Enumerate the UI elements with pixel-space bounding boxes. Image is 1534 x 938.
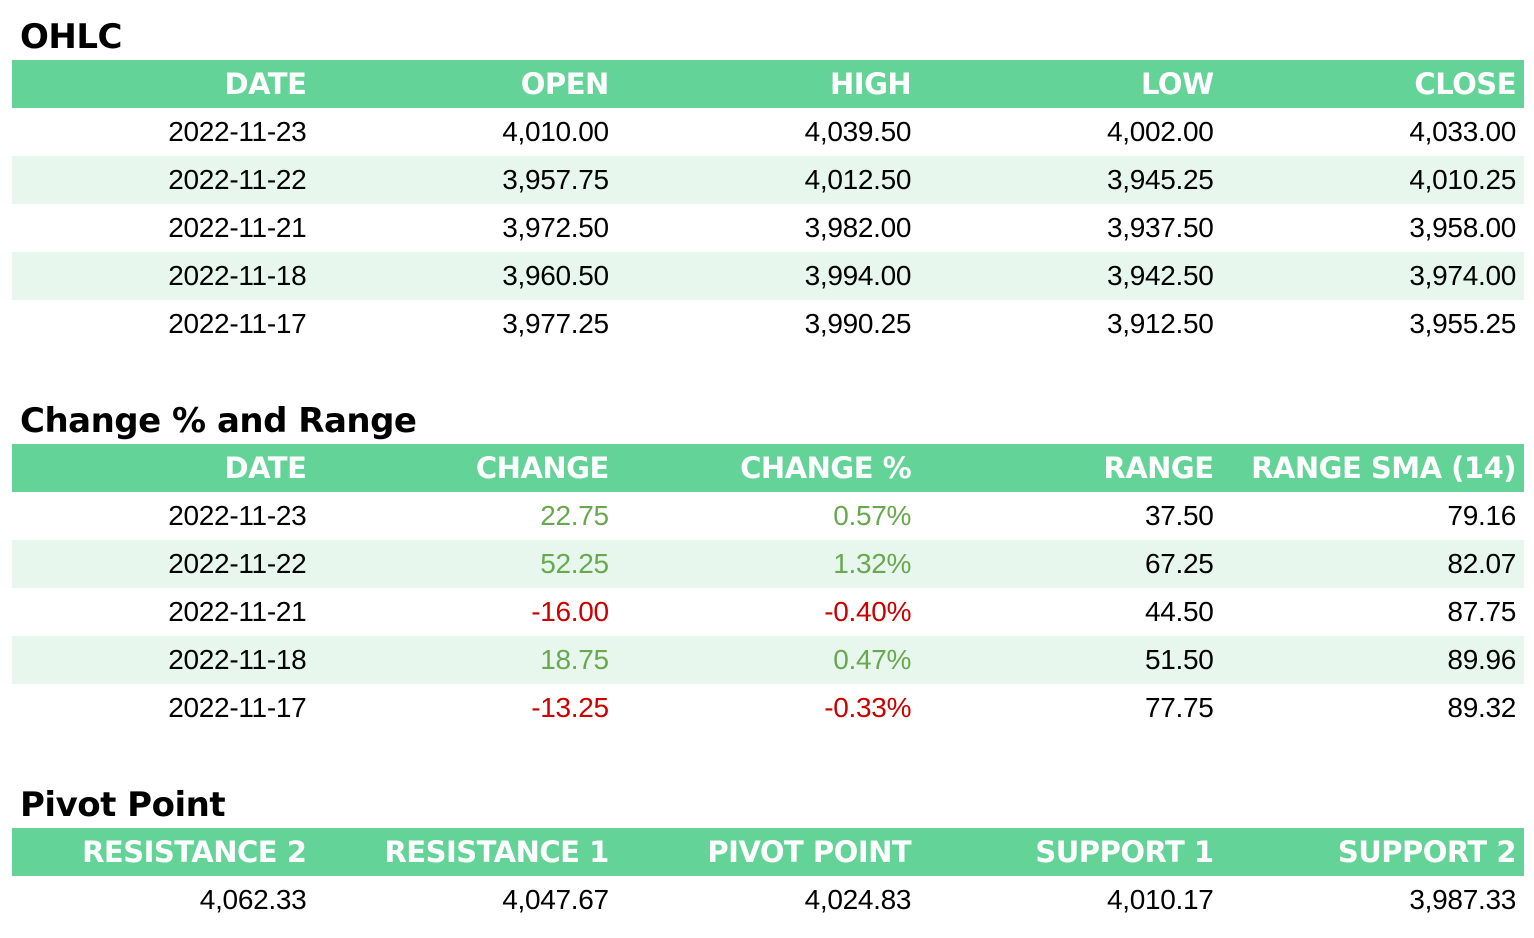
- table-cell: 4,039.50: [804, 116, 912, 147]
- table-cell: 2022-11-18: [168, 260, 307, 291]
- change-percent-cell: 0.57%: [833, 500, 912, 531]
- table-cell: 4,024.83: [804, 884, 912, 915]
- table-cell: 79.16: [1447, 500, 1516, 531]
- table-row: 2022-11-17 -13.25 -0.33% 77.75 89.32: [12, 684, 1524, 732]
- column-header: DATE: [224, 451, 307, 485]
- table-cell: 2022-11-22: [168, 164, 307, 195]
- table-cell: 3,960.50: [502, 260, 609, 291]
- table-cell: 51.50: [1144, 644, 1214, 675]
- table-cell: 3,945.25: [1106, 164, 1214, 195]
- column-header: SUPPORT 1: [1035, 835, 1214, 869]
- table-cell: 3,972.50: [502, 212, 609, 243]
- table-cell: 44.50: [1144, 596, 1214, 627]
- column-header: DATE: [224, 67, 307, 101]
- table-cell: 67.25: [1144, 548, 1214, 579]
- table-cell: 2022-11-17: [168, 308, 307, 339]
- table-cell: 2022-11-22: [168, 548, 307, 579]
- column-header: CLOSE: [1414, 67, 1516, 101]
- table-cell: 2022-11-23: [168, 500, 307, 531]
- change-percent-cell: 0.47%: [833, 644, 912, 675]
- pivot-title: Pivot Point: [20, 785, 226, 825]
- table-cell: 77.75: [1144, 692, 1214, 723]
- table-cell: 2022-11-23: [168, 116, 307, 147]
- table-cell: 4,010.25: [1409, 164, 1516, 195]
- change-table: DATE CHANGE CHANGE % RANGE RANGE SMA (14…: [12, 444, 1524, 732]
- table-cell: 89.96: [1447, 644, 1516, 675]
- table-cell: 89.32: [1447, 692, 1516, 723]
- table-row: 2022-11-22 52.25 1.32% 67.25 82.07: [12, 540, 1524, 588]
- change-section: Change % and Range DATE CHANGE CHANGE % …: [12, 398, 1524, 732]
- change-cell: 18.75: [540, 644, 609, 675]
- ohlc-title: OHLC: [20, 17, 122, 57]
- change-title: Change % and Range: [20, 401, 417, 441]
- table-row: 4,062.33 4,047.67 4,024.83 4,010.17 3,98…: [12, 876, 1524, 924]
- column-header: RESISTANCE 2: [82, 835, 307, 869]
- column-header: LOW: [1140, 67, 1214, 101]
- table-cell: 3,977.25: [502, 308, 609, 339]
- table-cell: 3,974.00: [1409, 260, 1516, 291]
- ohlc-header-row: DATE OPEN HIGH LOW CLOSE: [12, 60, 1524, 108]
- change-header-row: DATE CHANGE CHANGE % RANGE RANGE SMA (14…: [12, 444, 1524, 492]
- change-cell: 52.25: [540, 548, 609, 579]
- change-cell: -13.25: [531, 692, 609, 723]
- column-header: CHANGE %: [740, 451, 912, 485]
- table-row: 2022-11-21 -16.00 -0.40% 44.50 87.75: [12, 588, 1524, 636]
- table-cell: 4,062.33: [199, 884, 307, 915]
- table-cell: 3,958.00: [1409, 212, 1516, 243]
- change-percent-cell: 1.32%: [833, 548, 912, 579]
- change-percent-cell: -0.33%: [824, 692, 912, 723]
- table-cell: 4,002.00: [1106, 116, 1214, 147]
- table-cell: 3,912.50: [1106, 308, 1214, 339]
- table-row: 2022-11-23 4,010.00 4,039.50 4,002.00 4,…: [12, 108, 1524, 156]
- table-cell: 37.50: [1144, 500, 1214, 531]
- table-cell: 87.75: [1447, 596, 1516, 627]
- table-cell: 4,010.00: [502, 116, 609, 147]
- table-row: 2022-11-21 3,972.50 3,982.00 3,937.50 3,…: [12, 204, 1524, 252]
- column-header: CHANGE: [475, 451, 609, 485]
- table-row: 2022-11-17 3,977.25 3,990.25 3,912.50 3,…: [12, 300, 1524, 348]
- column-header: RESISTANCE 1: [384, 835, 609, 869]
- table-cell: 3,990.25: [804, 308, 912, 339]
- table-cell: 3,987.33: [1409, 884, 1516, 915]
- column-header: SUPPORT 2: [1337, 835, 1517, 869]
- change-cell: 22.75: [540, 500, 609, 531]
- table-cell: 3,942.50: [1106, 260, 1214, 291]
- ohlc-table: DATE OPEN HIGH LOW CLOSE 2022-11-23 4,01…: [12, 60, 1524, 348]
- table-cell: 3,994.00: [804, 260, 912, 291]
- table-cell: 3,982.00: [804, 212, 912, 243]
- pivot-section: Pivot Point RESISTANCE 2 RESISTANCE 1 PI…: [12, 782, 1524, 924]
- table-cell: 4,033.00: [1409, 116, 1516, 147]
- table-row: 2022-11-22 3,957.75 4,012.50 3,945.25 4,…: [12, 156, 1524, 204]
- ohlc-section: OHLC DATE OPEN HIGH LOW CLOSE 2022-11-23…: [12, 14, 1524, 348]
- table-cell: 2022-11-17: [168, 692, 307, 723]
- pivot-table: RESISTANCE 2 RESISTANCE 1 PIVOT POINT SU…: [12, 828, 1524, 924]
- column-header: RANGE: [1103, 451, 1214, 485]
- table-row: 2022-11-18 3,960.50 3,994.00 3,942.50 3,…: [12, 252, 1524, 300]
- table-row: 2022-11-23 22.75 0.57% 37.50 79.16: [12, 492, 1524, 540]
- table-cell: 3,955.25: [1409, 308, 1516, 339]
- table-cell: 2022-11-18: [168, 644, 307, 675]
- table-cell: 2022-11-21: [168, 596, 307, 627]
- table-cell: 2022-11-21: [168, 212, 307, 243]
- column-header: OPEN: [520, 67, 610, 101]
- change-cell: -16.00: [531, 596, 609, 627]
- column-header: RANGE SMA (14): [1251, 451, 1516, 485]
- table-cell: 4,047.67: [502, 884, 609, 915]
- change-percent-cell: -0.40%: [824, 596, 912, 627]
- column-header: PIVOT POINT: [707, 835, 912, 869]
- table-cell: 4,012.50: [804, 164, 912, 195]
- table-cell: 82.07: [1447, 548, 1516, 579]
- table-cell: 3,937.50: [1106, 212, 1214, 243]
- column-header: HIGH: [830, 67, 912, 101]
- pivot-header-row: RESISTANCE 2 RESISTANCE 1 PIVOT POINT SU…: [12, 828, 1524, 876]
- table-cell: 4,010.17: [1106, 884, 1214, 915]
- table-cell: 3,957.75: [502, 164, 609, 195]
- table-row: 2022-11-18 18.75 0.47% 51.50 89.96: [12, 636, 1524, 684]
